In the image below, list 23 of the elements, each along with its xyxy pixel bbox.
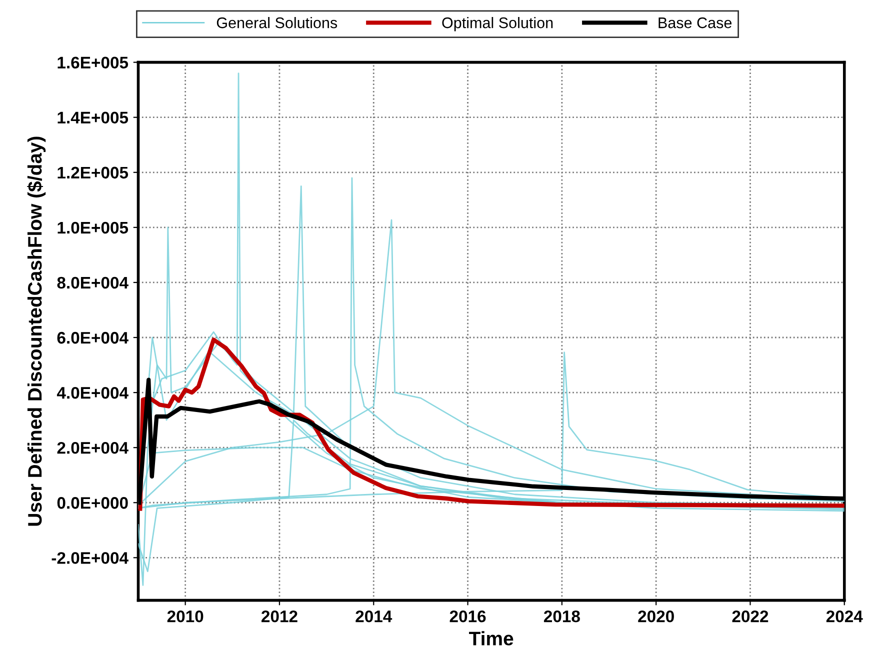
y-tick-label: 1.4E+005 <box>58 112 128 124</box>
x-tick-label: 2012 <box>262 610 298 622</box>
y-tick-label: 4.0E+004 <box>56 386 128 399</box>
x-tick-label: 2022 <box>732 610 768 622</box>
y-tick-label: -2.0E+004 <box>52 552 128 564</box>
y-tick-label: 0.0E+000 <box>57 497 128 509</box>
y-tick-label: 2.0E+004 <box>57 442 128 454</box>
y-tick-label: 6.0E+004 <box>57 332 128 344</box>
y-tick-label: 8.0E+004 <box>57 276 128 289</box>
legend-label: General Solutions <box>216 16 338 28</box>
y-axis-title: User Defined DiscountedCashFlow ($/day) <box>27 136 46 526</box>
x-tick-label: 2010 <box>167 610 204 622</box>
x-tick-label: 2024 <box>826 610 863 622</box>
legend-label: Optimal Solution <box>442 16 553 32</box>
legend-label: Base Case <box>658 17 732 28</box>
y-tick-label: 1.2E+005 <box>58 166 128 179</box>
y-tick-label: 1.6E+005 <box>58 56 128 69</box>
x-tick-label: 2014 <box>356 610 392 622</box>
x-tick-label: 2016 <box>450 610 486 622</box>
x-axis-title: Time <box>469 631 514 646</box>
x-tick-label: 2018 <box>544 610 580 622</box>
x-tick-label: 2020 <box>638 610 674 622</box>
y-tick-label: 1.0E+005 <box>58 222 128 234</box>
